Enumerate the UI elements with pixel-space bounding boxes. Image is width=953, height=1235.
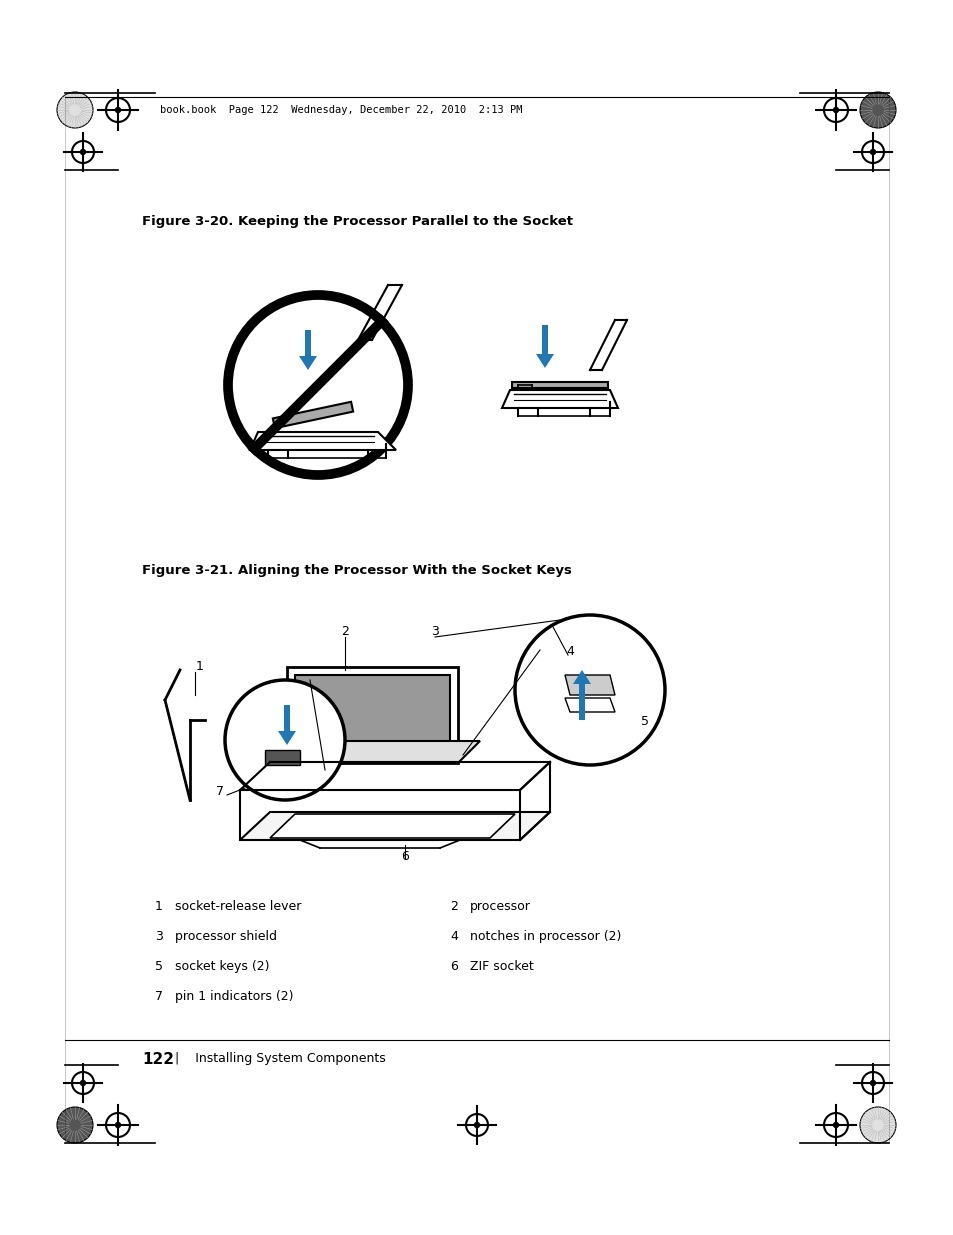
Polygon shape: [265, 750, 299, 764]
Text: processor: processor: [470, 900, 530, 913]
FancyArrow shape: [277, 705, 295, 745]
Text: 122: 122: [142, 1052, 173, 1067]
Text: 3: 3: [431, 625, 438, 638]
Polygon shape: [512, 382, 607, 388]
Polygon shape: [501, 390, 618, 408]
Text: 4: 4: [565, 645, 574, 658]
Text: notches in processor (2): notches in processor (2): [470, 930, 620, 944]
Text: 2: 2: [450, 900, 457, 913]
Text: 6: 6: [400, 850, 409, 863]
Circle shape: [115, 107, 120, 112]
Text: 7: 7: [215, 785, 224, 798]
Circle shape: [859, 1107, 895, 1144]
Text: 3: 3: [154, 930, 163, 944]
Text: 1: 1: [154, 900, 163, 913]
Text: 6: 6: [450, 960, 457, 973]
Text: Figure 3-20.: Figure 3-20.: [142, 215, 233, 228]
Circle shape: [833, 1123, 838, 1128]
Circle shape: [869, 149, 875, 154]
FancyArrow shape: [573, 671, 590, 720]
Circle shape: [80, 1081, 86, 1086]
Text: 7: 7: [154, 990, 163, 1003]
Text: processor shield: processor shield: [174, 930, 276, 944]
Text: 4: 4: [450, 930, 457, 944]
FancyArrow shape: [536, 325, 554, 368]
Polygon shape: [564, 676, 615, 695]
Circle shape: [57, 91, 92, 128]
Text: pin 1 indicators (2): pin 1 indicators (2): [174, 990, 294, 1003]
Circle shape: [474, 1123, 479, 1128]
Circle shape: [833, 107, 838, 112]
Circle shape: [869, 1081, 875, 1086]
Text: ZIF socket: ZIF socket: [470, 960, 533, 973]
Text: 2: 2: [341, 625, 349, 638]
Text: |    Installing System Components: | Installing System Components: [174, 1052, 385, 1065]
Polygon shape: [273, 401, 353, 429]
Circle shape: [515, 615, 664, 764]
Circle shape: [57, 1107, 92, 1144]
Polygon shape: [240, 811, 550, 840]
Circle shape: [225, 680, 345, 800]
Polygon shape: [564, 698, 615, 713]
Text: 1: 1: [196, 659, 204, 673]
Text: 5: 5: [640, 715, 648, 727]
Polygon shape: [287, 741, 479, 763]
Circle shape: [859, 91, 895, 128]
Polygon shape: [270, 814, 515, 839]
Text: Figure 3-21.: Figure 3-21.: [142, 564, 233, 577]
Text: 5: 5: [154, 960, 163, 973]
Text: socket keys (2): socket keys (2): [174, 960, 269, 973]
Text: Aligning the Processor With the Socket Keys: Aligning the Processor With the Socket K…: [237, 564, 571, 577]
Circle shape: [115, 1123, 120, 1128]
Text: socket-release lever: socket-release lever: [174, 900, 301, 913]
Circle shape: [80, 149, 86, 154]
Polygon shape: [294, 676, 450, 755]
FancyArrow shape: [298, 330, 316, 370]
Text: book.book  Page 122  Wednesday, December 22, 2010  2:13 PM: book.book Page 122 Wednesday, December 2…: [160, 105, 522, 115]
Text: Keeping the Processor Parallel to the Socket: Keeping the Processor Parallel to the So…: [237, 215, 573, 228]
Polygon shape: [250, 432, 395, 450]
Circle shape: [292, 774, 308, 790]
